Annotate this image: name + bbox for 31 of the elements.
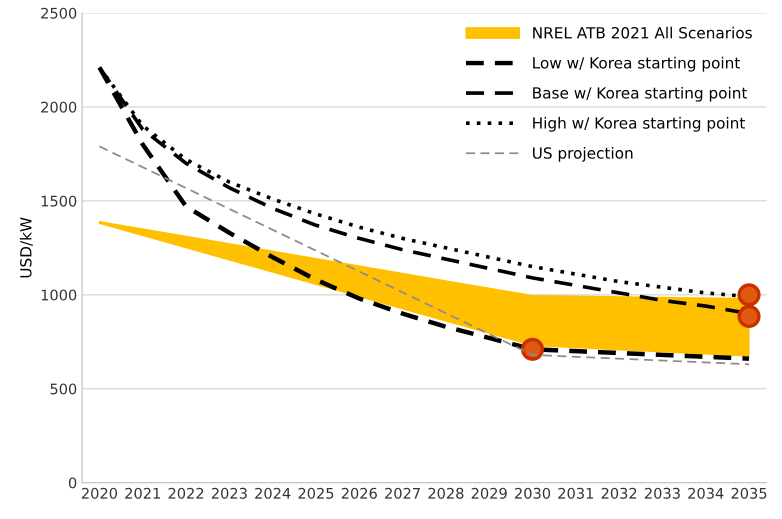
y-tick-label: 500 <box>50 383 76 394</box>
x-tick-label: 2034 <box>688 488 724 499</box>
x-tick-label: 2028 <box>428 488 464 499</box>
point <box>520 338 544 361</box>
point <box>737 283 761 306</box>
x-tick-label: 2022 <box>168 488 204 499</box>
x-tick-label: 2023 <box>212 488 247 499</box>
y-tick-label: 2000 <box>41 102 76 113</box>
x-tick-label: 2026 <box>342 488 377 499</box>
x-tick-label: 2033 <box>644 488 680 499</box>
x-tick-label: 2030 <box>515 488 550 499</box>
legend-label: Base w/ Korea starting point <box>533 86 748 102</box>
x-tick-label: 2035 <box>732 488 766 499</box>
x-tick-label: 2032 <box>602 488 636 499</box>
y-tick-label: 1500 <box>42 196 76 207</box>
y-tick-label: 1000 <box>42 290 76 301</box>
legend-label: High w/ Korea starting point <box>533 116 745 132</box>
x-tick-label: 2024 <box>255 488 290 499</box>
x-tick-label: 2029 <box>472 488 507 499</box>
point <box>737 304 761 328</box>
x-tick-label: 2025 <box>298 488 334 499</box>
legend-label: US projection <box>533 146 632 162</box>
y-tick-label: 0 <box>68 477 76 488</box>
x-tick-label: 2031 <box>558 488 594 499</box>
y-axis-title: USD/kW <box>20 217 33 278</box>
y-tick-label: 2500 <box>41 8 76 19</box>
legend-label: NREL ATB 2021 All Scenarios <box>533 26 752 39</box>
x-tick-label: 2027 <box>385 488 420 499</box>
x-tick-label: 2020 <box>82 488 118 499</box>
x-tick-label: 2021 <box>125 488 160 499</box>
legend-label: Low w/ Korea starting point <box>533 56 740 72</box>
